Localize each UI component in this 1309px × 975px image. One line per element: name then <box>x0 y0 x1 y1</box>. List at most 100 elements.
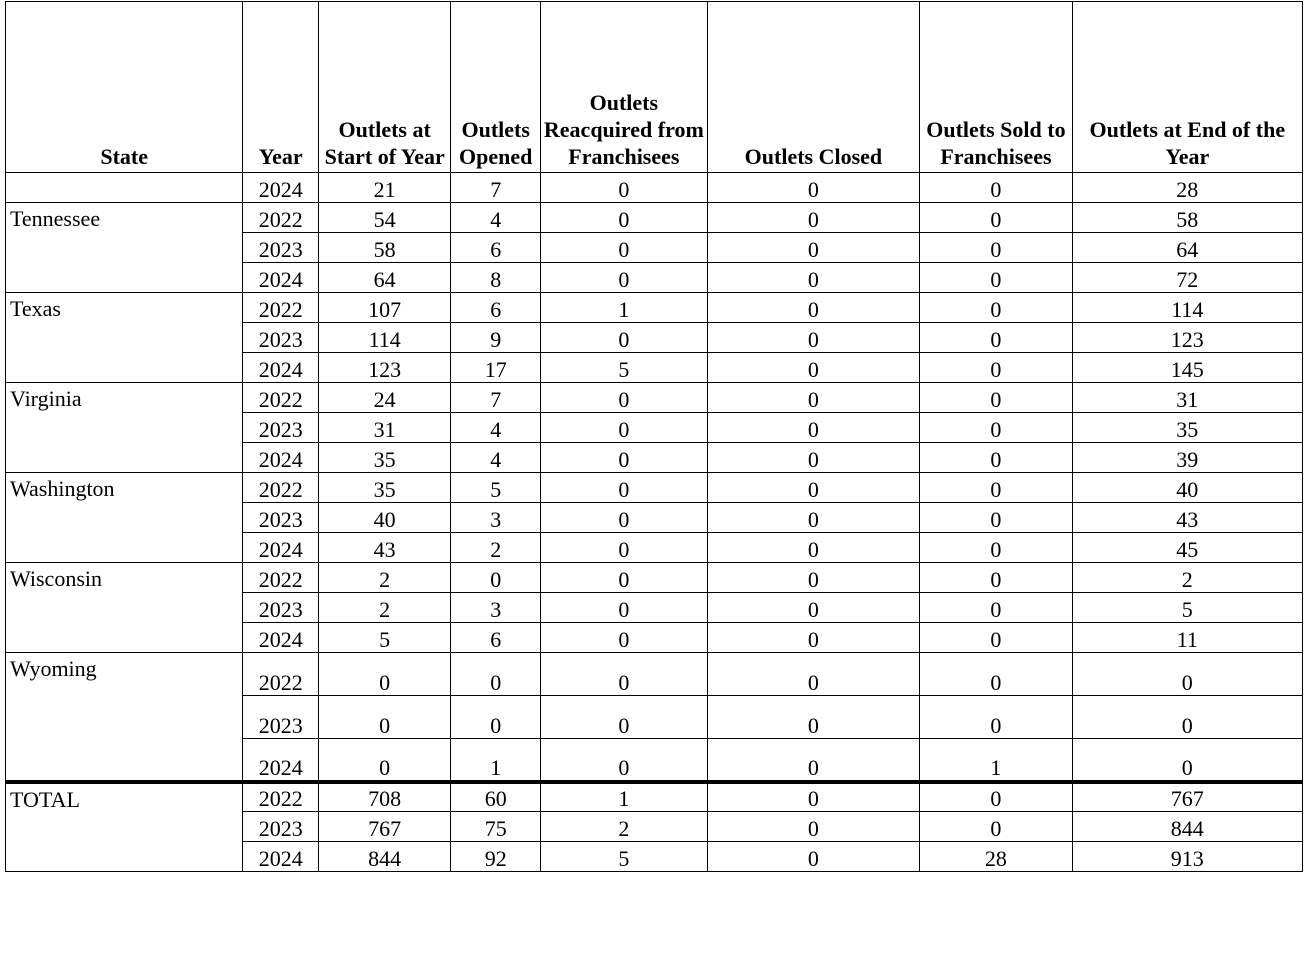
cell-closed: 0 <box>706 172 921 203</box>
cell-end: 58 <box>1071 202 1304 233</box>
cell-state: Washington <box>4 472 244 563</box>
cell-reacquired: 1 <box>540 779 708 812</box>
cell-start: 123 <box>318 352 452 383</box>
cell-year: 2024 <box>242 262 320 293</box>
cell-closed: 0 <box>706 841 921 872</box>
cell-sold: 0 <box>919 382 1073 413</box>
table-row: Virginia 2022 24 7 0 0 0 31 <box>4 382 1304 473</box>
cell-start: 114 <box>318 322 452 353</box>
cell-reacquired: 0 <box>540 442 708 473</box>
cell-state: Wisconsin <box>4 562 244 653</box>
cell-end: 123 <box>1071 322 1304 353</box>
cell-opened: 9 <box>450 322 542 353</box>
cell-end: 0 <box>1071 738 1304 782</box>
cell-opened: 4 <box>450 202 542 233</box>
cell-sold: 28 <box>919 841 1073 872</box>
cell-end: 64 <box>1071 232 1304 263</box>
cell-end: 72 <box>1071 262 1304 293</box>
cell-end: 35 <box>1071 412 1304 443</box>
cell-reacquired: 2 <box>540 811 708 842</box>
cell-opened: 3 <box>450 592 542 623</box>
cell-sold: 0 <box>919 592 1073 623</box>
cell-sold: 0 <box>919 442 1073 473</box>
cell-closed: 0 <box>706 695 921 739</box>
cell-sold: 0 <box>919 232 1073 263</box>
cell-start: 2 <box>318 562 452 593</box>
cell-sold: 0 <box>919 502 1073 533</box>
table-row: 2024 123 17 5 0 0 145 <box>6 352 1304 383</box>
cell-sold: 0 <box>919 262 1073 293</box>
header-outlets-start: Outlets at Start of Year <box>318 1 452 173</box>
cell-state: Texas <box>4 292 244 383</box>
cell-closed: 0 <box>706 412 921 443</box>
outlets-table: State Year Outlets at Start of Year Outl… <box>4 1 1304 872</box>
cell-reacquired: 0 <box>540 322 708 353</box>
cell-opened: 7 <box>450 382 542 413</box>
cell-opened: 4 <box>450 412 542 443</box>
cell-state <box>4 172 244 203</box>
table-row: Texas 2022 107 6 1 0 0 114 <box>4 292 1304 383</box>
cell-end: 0 <box>1071 695 1304 739</box>
cell-reacquired: 0 <box>540 562 708 593</box>
cell-start: 40 <box>318 502 452 533</box>
cell-opened: 6 <box>450 622 542 653</box>
cell-start: 767 <box>318 811 452 842</box>
cell-sold: 0 <box>919 562 1073 593</box>
cell-year: 2023 <box>242 695 320 739</box>
cell-reacquired: 1 <box>540 292 708 323</box>
cell-end: 40 <box>1071 472 1304 503</box>
cell-start: 24 <box>318 382 452 413</box>
cell-reacquired: 0 <box>540 232 708 263</box>
cell-sold: 0 <box>919 779 1073 812</box>
header-row: State Year Outlets at Start of Year Outl… <box>4 1 1304 173</box>
table-row: Tennessee 2022 54 4 0 0 0 58 <box>4 202 1304 293</box>
cell-closed: 0 <box>706 232 921 263</box>
cell-start: 708 <box>318 779 452 812</box>
table-row: 2023 114 9 0 0 0 123 <box>6 322 1304 353</box>
cell-year: 2023 <box>242 592 320 623</box>
cell-start: 64 <box>318 262 452 293</box>
cell-end: 5 <box>1071 592 1304 623</box>
cell-year: 2022 <box>242 292 320 323</box>
cell-year: 2023 <box>242 322 320 353</box>
cell-opened: 0 <box>450 562 542 593</box>
cell-start: 844 <box>318 841 452 872</box>
cell-closed: 0 <box>706 532 921 563</box>
cell-start: 54 <box>318 202 452 233</box>
header-state: State <box>4 1 244 173</box>
cell-start: 31 <box>318 412 452 443</box>
cell-end: 2 <box>1071 562 1304 593</box>
cell-closed: 0 <box>706 592 921 623</box>
cell-closed: 0 <box>706 352 921 383</box>
table-row: Wisconsin 2022 2 0 0 0 0 2 <box>4 562 1304 653</box>
cell-reacquired: 0 <box>540 622 708 653</box>
cell-sold: 0 <box>919 532 1073 563</box>
cell-opened: 3 <box>450 502 542 533</box>
cell-start: 0 <box>318 695 452 739</box>
cell-year: 2023 <box>242 232 320 263</box>
cell-year: 2022 <box>242 562 320 593</box>
cell-sold: 0 <box>919 202 1073 233</box>
cell-year: 2022 <box>242 202 320 233</box>
table-row: 2023 40 3 0 0 0 43 <box>6 502 1304 533</box>
header-outlets-end: Outlets at End of the Year <box>1071 1 1304 173</box>
cell-state: Tennessee <box>4 202 244 293</box>
cell-opened: 6 <box>450 292 542 323</box>
total-row: 2024 844 92 5 0 28 913 <box>6 841 1304 872</box>
cell-reacquired: 0 <box>540 502 708 533</box>
cell-closed: 0 <box>706 262 921 293</box>
cell-reacquired: 0 <box>540 738 708 782</box>
cell-opened: 92 <box>450 841 542 872</box>
cell-year: 2023 <box>242 502 320 533</box>
header-outlets-sold: Outlets Sold to Franchisees <box>919 1 1073 173</box>
header-outlets-opened: Outlets Opened <box>450 1 542 173</box>
cell-start: 35 <box>318 472 452 503</box>
cell-start: 35 <box>318 442 452 473</box>
cell-closed: 0 <box>706 562 921 593</box>
header-outlets-reacquired: Outlets Reacquired from Franchisees <box>540 1 708 173</box>
cell-sold: 0 <box>919 652 1073 696</box>
cell-start: 58 <box>318 232 452 263</box>
header-outlets-closed: Outlets Closed <box>706 1 921 173</box>
cell-reacquired: 0 <box>540 262 708 293</box>
cell-end: 31 <box>1071 382 1304 413</box>
